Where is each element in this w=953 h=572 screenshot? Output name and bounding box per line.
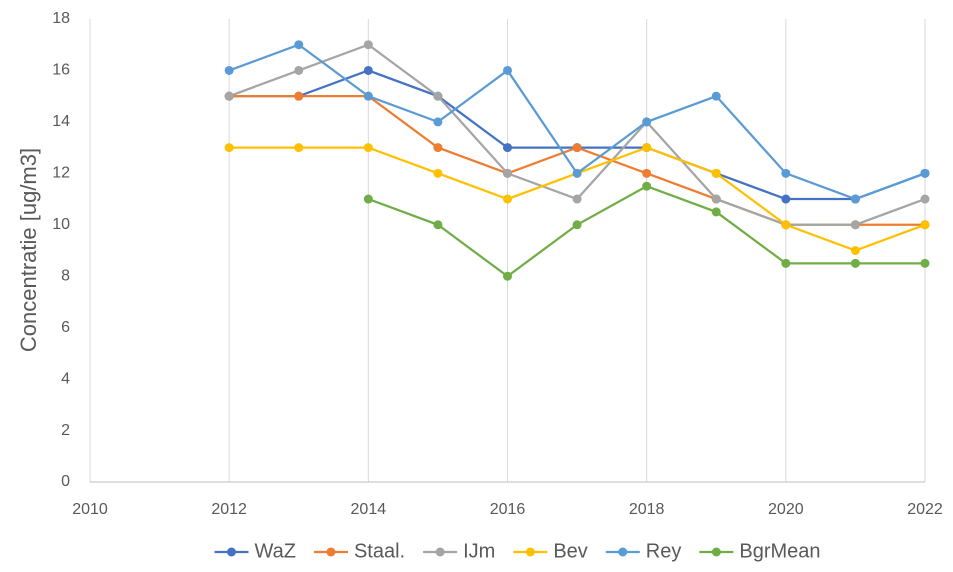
data-point bbox=[781, 220, 791, 230]
data-point bbox=[781, 194, 791, 204]
data-point bbox=[920, 258, 930, 268]
x-tick-label: 2018 bbox=[629, 501, 665, 518]
data-point bbox=[920, 220, 930, 230]
data-point bbox=[850, 258, 860, 268]
data-point bbox=[850, 220, 860, 230]
y-tick-label: 12 bbox=[52, 165, 70, 182]
y-tick-label: 0 bbox=[61, 473, 70, 490]
data-point bbox=[642, 143, 652, 153]
x-tick-label: 2022 bbox=[907, 501, 943, 518]
x-tick-label: 2012 bbox=[211, 501, 247, 518]
y-tick-label: 14 bbox=[52, 113, 70, 130]
data-point bbox=[294, 65, 304, 75]
data-point bbox=[642, 181, 652, 191]
data-point bbox=[503, 168, 512, 178]
data-point bbox=[224, 143, 234, 153]
legend-marker bbox=[226, 547, 236, 557]
x-tick-label: 2014 bbox=[351, 501, 387, 518]
y-tick-label: 10 bbox=[52, 216, 70, 233]
data-point bbox=[363, 143, 373, 153]
data-point bbox=[294, 91, 304, 101]
data-point bbox=[850, 246, 860, 255]
data-point bbox=[920, 168, 930, 178]
legend-label: Rey bbox=[646, 540, 682, 562]
x-tick-label: 2016 bbox=[490, 501, 526, 518]
data-point bbox=[781, 258, 791, 268]
legend-label: Staal. bbox=[354, 540, 405, 562]
legend-marker bbox=[435, 547, 445, 557]
y-tick-label: 8 bbox=[61, 267, 70, 284]
data-point bbox=[363, 91, 373, 101]
data-point bbox=[433, 143, 443, 153]
y-tick-label: 16 bbox=[52, 62, 70, 79]
data-point bbox=[503, 65, 512, 75]
data-point bbox=[503, 143, 512, 153]
data-point bbox=[711, 168, 721, 178]
series-line bbox=[229, 95, 925, 226]
data-point bbox=[642, 117, 652, 127]
legend-marker bbox=[711, 547, 721, 557]
series-line bbox=[229, 69, 926, 201]
legend-label: WaZ bbox=[254, 540, 295, 562]
legend-label: Bev bbox=[553, 540, 587, 562]
y-tick-label: 4 bbox=[61, 370, 70, 387]
data-point bbox=[224, 65, 234, 75]
data-point bbox=[503, 271, 512, 281]
data-point bbox=[363, 40, 373, 50]
data-point bbox=[433, 220, 443, 230]
data-point bbox=[572, 194, 582, 204]
data-point bbox=[572, 220, 582, 230]
data-point bbox=[503, 194, 512, 204]
data-point bbox=[294, 143, 304, 153]
legend-marker bbox=[618, 547, 628, 557]
data-point bbox=[711, 91, 721, 101]
data-point bbox=[433, 91, 443, 101]
data-point bbox=[711, 207, 721, 217]
x-tick-label: 2010 bbox=[72, 501, 108, 518]
data-point bbox=[642, 168, 652, 178]
data-point bbox=[850, 194, 860, 204]
data-point bbox=[433, 168, 443, 178]
data-point bbox=[224, 91, 234, 101]
legend-label: BgrMean bbox=[739, 540, 820, 562]
legend-marker bbox=[525, 547, 535, 557]
y-tick-label: 6 bbox=[61, 319, 70, 336]
x-tick-label: 2020 bbox=[768, 501, 804, 518]
data-point bbox=[363, 65, 373, 75]
data-point bbox=[920, 194, 930, 204]
y-tick-label: 2 bbox=[61, 422, 70, 439]
data-point bbox=[433, 117, 443, 127]
legend-marker bbox=[326, 547, 336, 557]
data-point bbox=[294, 40, 304, 50]
data-point bbox=[781, 168, 791, 178]
data-point bbox=[711, 194, 721, 204]
y-tick-label: 18 bbox=[52, 10, 70, 27]
data-point bbox=[572, 168, 582, 178]
legend-label: IJm bbox=[463, 540, 495, 562]
data-point bbox=[572, 143, 582, 153]
data-point bbox=[363, 194, 373, 204]
y-axis-label: Concentratie [ug/m3] bbox=[16, 148, 41, 352]
